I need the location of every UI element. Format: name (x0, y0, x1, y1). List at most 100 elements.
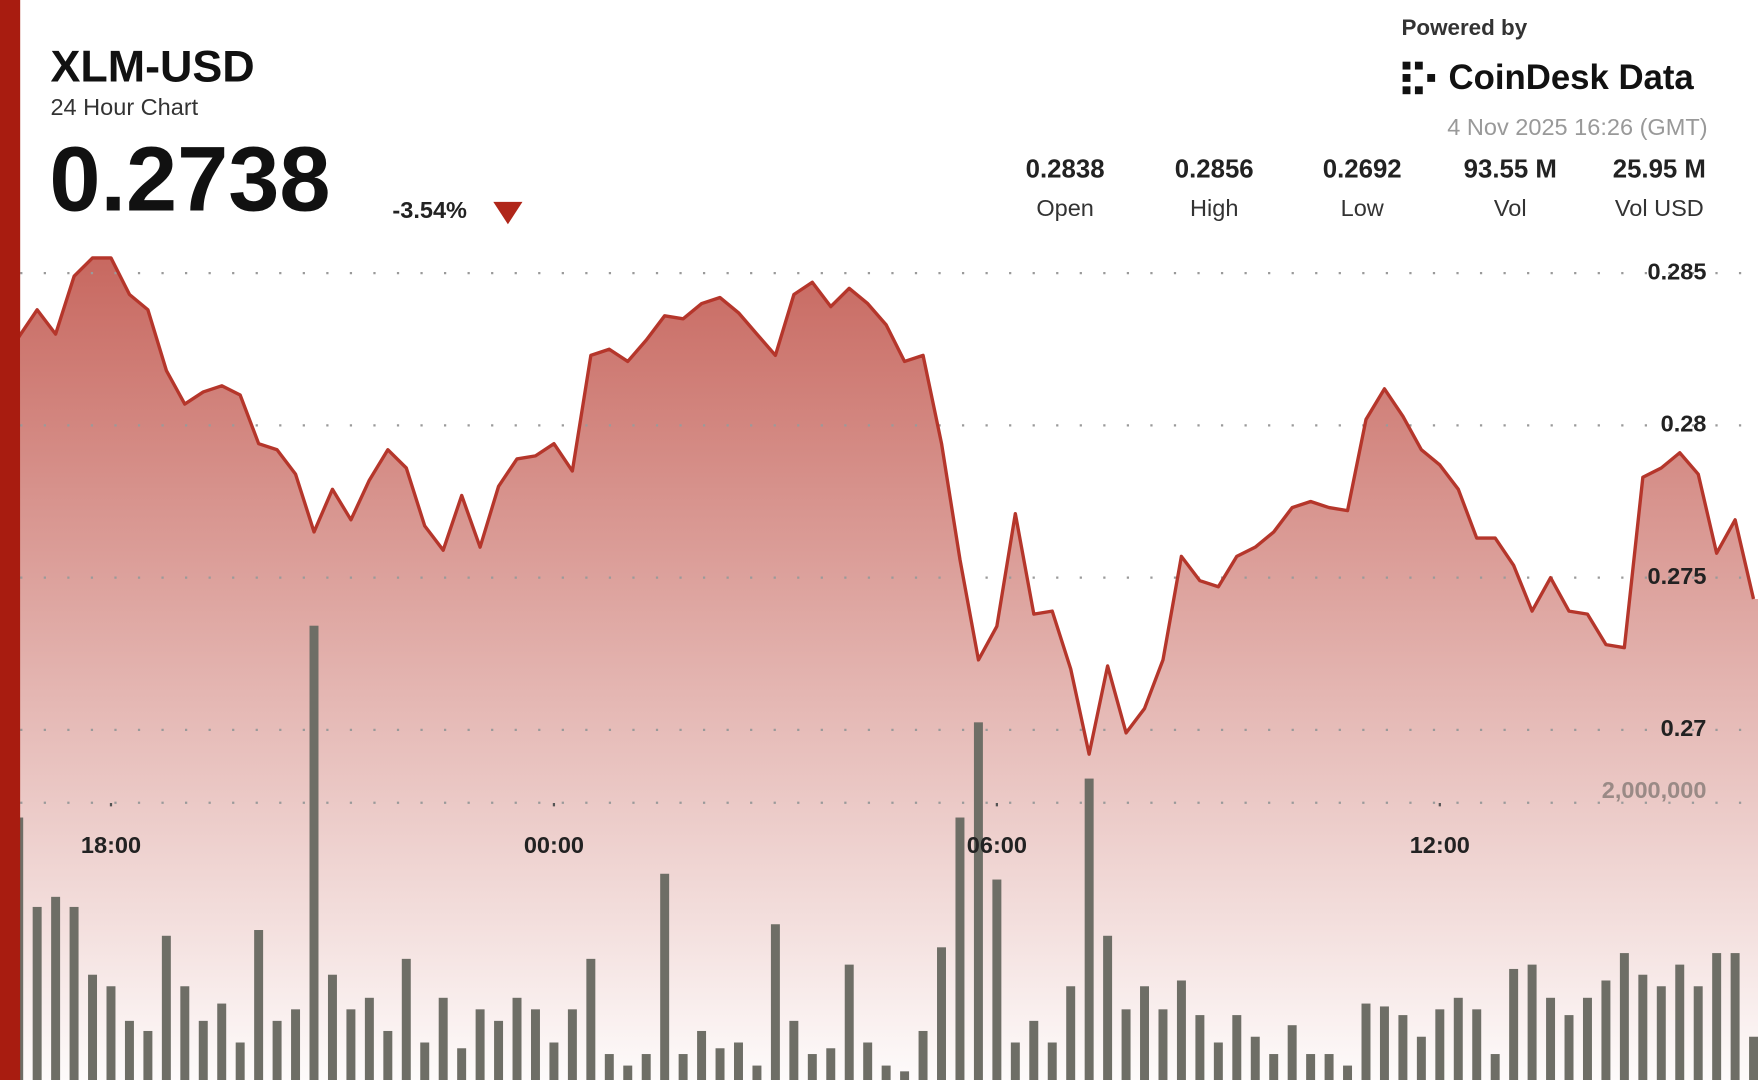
volume-bar (918, 1030, 928, 1080)
volume-bar (254, 930, 264, 1080)
volume-bar (1324, 1054, 1334, 1080)
price-area (18, 257, 1758, 1080)
volume-bar (494, 1020, 504, 1080)
volume-bar (364, 997, 374, 1080)
volume-bar (937, 947, 946, 1080)
volume-bar (1638, 974, 1648, 1080)
volume-bar (734, 1042, 743, 1080)
stat-label: High (1190, 195, 1238, 221)
volume-bar (863, 1042, 873, 1080)
volume-bar (1435, 1009, 1445, 1080)
volume-bar (1343, 1065, 1353, 1080)
volume-bar (623, 1065, 633, 1080)
volume-bar (1361, 1003, 1371, 1080)
volume-bar (530, 1009, 540, 1080)
volume-bar (1213, 1042, 1223, 1080)
accent-bar (0, 0, 21, 1080)
volume-bar (1527, 964, 1537, 1080)
volume-bar (992, 879, 1002, 1080)
volume-bar (1140, 986, 1150, 1080)
volume-bar (678, 1054, 688, 1080)
volume-bar (1066, 986, 1076, 1080)
volume-bar (124, 1020, 134, 1080)
volume-bar (475, 1009, 485, 1080)
volume-bar (1582, 997, 1592, 1080)
volume-bar (826, 1048, 836, 1080)
stat-value: 0.2856 (1175, 155, 1254, 183)
volume-bar (217, 1003, 227, 1080)
volume-bar (1010, 1042, 1020, 1080)
stat-value: 0.2692 (1323, 155, 1402, 183)
stat-label: Vol USD (1615, 195, 1704, 221)
volume-bar (1656, 986, 1666, 1080)
volume-bar (955, 817, 965, 1080)
volume-bar (1029, 1020, 1039, 1080)
volume-bar (69, 906, 79, 1080)
volume-bar (1619, 953, 1629, 1080)
volume-bar (567, 1009, 577, 1080)
volume-bar (752, 1065, 762, 1080)
volume-bar (180, 986, 190, 1080)
volume-bar (1601, 980, 1611, 1080)
volume-bar (1121, 1009, 1131, 1080)
volume-bar (1453, 997, 1463, 1080)
timestamp: 4 Nov 2025 16:26 (GMT) (1447, 114, 1707, 140)
volume-bar (272, 1020, 282, 1080)
volume-bar (383, 1030, 393, 1080)
volume-bar (1416, 1036, 1426, 1080)
volume-bar (1749, 1036, 1758, 1080)
stat-label: Vol (1494, 195, 1527, 221)
volume-bar (420, 1042, 430, 1080)
x-tick-label: 00:00 (524, 832, 584, 858)
volume-bar (1730, 953, 1740, 1080)
powered-by: Powered by (1401, 15, 1527, 40)
volume-bar (1712, 953, 1722, 1080)
volume-bar (1176, 980, 1186, 1080)
grid-layer (20, 272, 1744, 807)
volume-bar (660, 873, 670, 1080)
stat-value: 93.55 M (1464, 155, 1557, 183)
volume-bar (346, 1009, 356, 1080)
volume-bar (1158, 1009, 1168, 1080)
brand-logo (1402, 61, 1436, 95)
volume-bar (291, 1009, 301, 1080)
volume-bar (438, 997, 448, 1080)
volume-bar (1047, 1042, 1057, 1080)
line-layer (17, 256, 1756, 756)
volume-bar (1564, 1015, 1574, 1080)
volume-bar (844, 964, 854, 1080)
volume-bar (198, 1020, 208, 1080)
y-tick-label: 0.28 (1661, 411, 1707, 437)
volume-bar (697, 1030, 707, 1080)
area-layer (18, 257, 1758, 1080)
volume-bar (327, 974, 337, 1080)
y2-tick-label: 2,000,000 (1602, 777, 1707, 803)
volume-bar (881, 1065, 891, 1080)
volume-layer (14, 625, 1758, 1080)
volume-bar (1379, 1006, 1389, 1080)
volume-bar (1546, 997, 1556, 1080)
change: -3.54% (392, 197, 467, 223)
volume-bar (715, 1048, 725, 1080)
volume-bar (143, 1030, 153, 1080)
volume-bar (51, 896, 61, 1080)
volume-bar (1287, 1025, 1297, 1080)
volume-bar (1398, 1015, 1408, 1080)
volume-bar (1195, 1015, 1205, 1080)
down-arrow (493, 201, 523, 225)
subtitle: 24 Hour Chart (50, 94, 198, 120)
stat-value: 0.2838 (1026, 155, 1105, 183)
stat-label: Low (1341, 195, 1385, 221)
volume-bar (586, 958, 596, 1080)
volume-bar (1306, 1054, 1316, 1080)
y-tick-label: 0.27 (1661, 715, 1707, 741)
stat-label: Open (1036, 195, 1094, 221)
plot: 0.27 0.275 0.28 0.285 2,000,000 18:00 00:00 06:… (14, 256, 1758, 1080)
brand: CoinDesk Data (1449, 59, 1695, 97)
volume-bar (789, 1020, 799, 1080)
volume-bar (1250, 1036, 1260, 1080)
price: 0.2738 (49, 128, 330, 230)
x-tick-label: 06:00 (967, 832, 1027, 858)
volume-bar (549, 1042, 559, 1080)
